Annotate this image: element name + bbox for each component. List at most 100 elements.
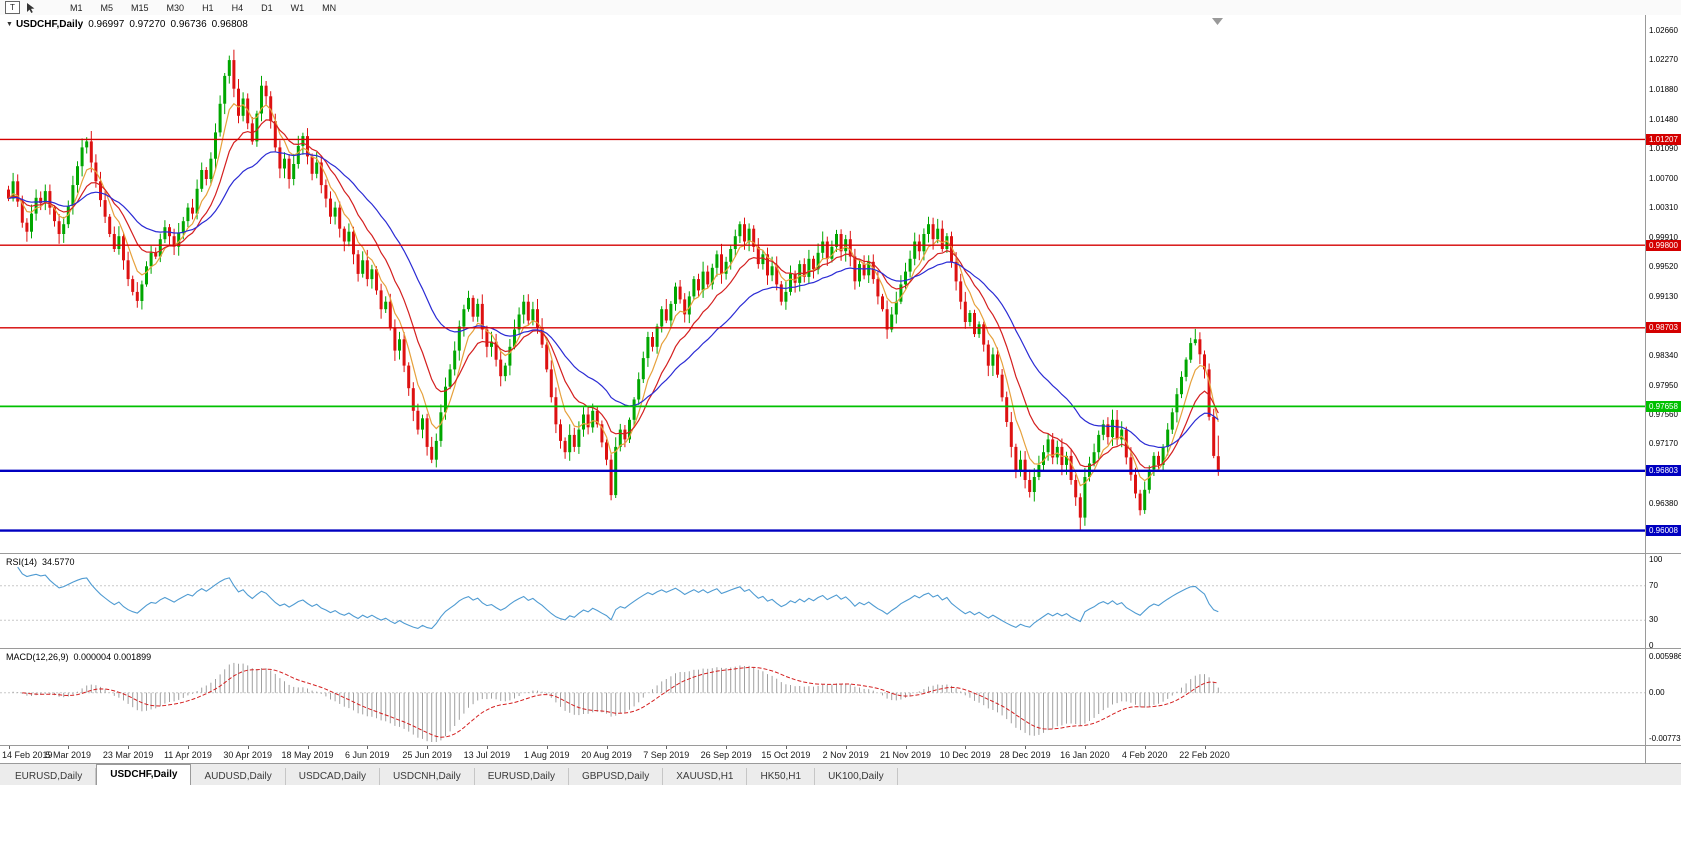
date-tick-label: 14 Feb 2019	[2, 750, 53, 760]
chart-tab-usdcnh-daily[interactable]: USDCNH,Daily	[380, 768, 475, 785]
date-tick-mark	[785, 746, 787, 749]
pointer-tool-button[interactable]	[25, 2, 37, 14]
price-tick-label: 0.97560	[1649, 409, 1678, 419]
date-tick-mark	[128, 746, 130, 749]
date-tick-mark	[965, 746, 967, 749]
chart-tab-uk100-daily[interactable]: UK100,Daily	[815, 768, 898, 785]
rsi-indicator-label: RSI(14) 34.5770	[6, 557, 75, 567]
chart-shift-marker[interactable]	[1212, 18, 1223, 25]
chart-tab-usdcad-daily[interactable]: USDCAD,Daily	[286, 768, 380, 785]
date-tick-mark	[1025, 746, 1027, 749]
date-tick-mark	[486, 746, 488, 749]
chart-tab-gbpusd-daily[interactable]: GBPUSD,Daily	[569, 768, 664, 785]
moving-average-30-line	[8, 151, 1219, 448]
date-tick-label: 16 Jan 2020	[1060, 750, 1110, 760]
date-tick-mark	[666, 746, 668, 749]
price-tick-label: 0.96380	[1649, 498, 1678, 508]
level-price-label: 0.97658	[1646, 400, 1681, 412]
macd-scale-zero-label: 0.00	[1649, 687, 1665, 697]
date-tick-label: 13 Jul 2019	[463, 750, 511, 760]
rsi-line	[17, 566, 1219, 630]
pane-separator	[1646, 553, 1681, 554]
chart-tab-hk50-h1[interactable]: HK50,H1	[747, 768, 816, 785]
date-tick-label: 20 Aug 2019	[581, 750, 632, 760]
timeframe-button-H4[interactable]: H4	[231, 2, 244, 13]
chart-tab-eurusd-daily[interactable]: EURUSD,Daily	[2, 768, 97, 785]
price-tick-label: 1.01480	[1649, 114, 1678, 124]
price-scale[interactable]: 1.02660 1.02270 1.01880 1.01480 1.01090 1.007…	[1645, 15, 1681, 763]
chart-tab-audusd-daily[interactable]: AUDUSD,Daily	[191, 768, 286, 785]
macd-pane[interactable]: MACD(12,26,9) 0.000004 0.001899	[0, 648, 1645, 746]
date-tick-mark	[367, 746, 369, 749]
macd-chart-canvas[interactable]	[0, 649, 1645, 745]
chart-expand-arrow-icon[interactable]: ▼	[6, 21, 13, 28]
price-tick-label: 0.97950	[1649, 380, 1678, 390]
moving-average-13-line	[8, 119, 1219, 469]
macd-signal-line	[22, 666, 1219, 738]
chart-close-value: 0.96808	[211, 19, 248, 30]
chart-low-value: 0.96736	[170, 19, 207, 30]
date-tick-mark	[427, 746, 429, 749]
price-tick-label: 1.02270	[1649, 55, 1678, 65]
price-tick-label: 1.01090	[1649, 144, 1678, 154]
price-tick-label: 0.97170	[1649, 439, 1678, 449]
timeframe-button-M1[interactable]: M1	[70, 2, 83, 13]
date-tick-mark	[68, 746, 70, 749]
macd-histogram	[12, 662, 1219, 742]
templates-button[interactable]: T	[5, 1, 20, 14]
macd-scale-max-label: 0.005986	[1649, 652, 1681, 661]
chart-open-value: 0.96997	[88, 19, 125, 30]
chart-symbol-period: USDCHF,Daily	[15, 19, 84, 30]
level-price-label: 1.01207	[1646, 133, 1681, 145]
macd-scale-min-label: -0.00773	[1649, 734, 1681, 743]
pane-separator	[1646, 648, 1681, 649]
rsi-scale-label: 100	[1649, 555, 1663, 564]
date-tick-mark	[8, 746, 10, 749]
main-chart-pane[interactable]: ▼ USDCHF,Daily 0.96997 0.97270 0.96736 0.9680…	[0, 15, 1645, 553]
date-tick-mark	[187, 746, 189, 749]
timeframe-button-W1[interactable]: W1	[290, 2, 305, 13]
timeframe-button-H1[interactable]: H1	[202, 2, 214, 13]
date-axis[interactable]: 14 Feb 2019 5 Mar 2019 23 Mar 2019 11 Apr 2…	[0, 745, 1645, 764]
timeframe-bar: M1 M5 M15 M30 H1 H4 D1 W1 MN	[61, 3, 345, 13]
timeframe-button-M5[interactable]: M5	[100, 2, 114, 13]
date-tick-mark	[1084, 746, 1086, 749]
date-tick-label: 15 Oct 2019	[761, 750, 811, 760]
date-tick-label: 7 Sep 2019	[643, 750, 690, 760]
date-tick-label: 26 Sep 2019	[700, 750, 752, 760]
price-chart-canvas[interactable]	[0, 15, 1645, 553]
rsi-value: 34.5770	[42, 557, 75, 567]
chart-tab-eurusd-daily[interactable]: EURUSD,Daily	[475, 768, 569, 785]
timeframe-button-D1[interactable]: D1	[261, 2, 273, 13]
timeframe-button-M30[interactable]: M30	[166, 2, 185, 13]
date-tick-mark	[1144, 746, 1146, 749]
pointer-arrow-icon	[27, 2, 35, 13]
date-tick-label: 30 Apr 2019	[223, 750, 272, 760]
price-tick-label: 0.99520	[1649, 262, 1678, 272]
timeframe-button-M15[interactable]: M15	[131, 2, 149, 13]
timeframe-button-MN[interactable]: MN	[322, 2, 337, 13]
date-tick-label: 22 Feb 2020	[1179, 750, 1230, 760]
rsi-chart-canvas[interactable]	[0, 554, 1645, 648]
date-tick-label: 21 Nov 2019	[879, 750, 932, 760]
date-tick-label: 25 Jun 2019	[402, 750, 452, 760]
macd-values: 0.000004 0.001899	[73, 652, 152, 662]
top-toolbar: T M1 M5 M15 M30 H1 H4 D1 W1 MN	[0, 0, 1681, 16]
date-tick-label: 6 Jun 2019	[345, 750, 390, 760]
level-price-label: 0.96008	[1646, 525, 1681, 537]
chart-tabs-bar: EURUSD,Daily USDCHF,Daily AUDUSD,Daily USDC…	[0, 763, 1681, 785]
price-tick-label: 0.98340	[1649, 351, 1678, 361]
date-tick-mark	[1204, 746, 1206, 749]
price-tick-label: 1.00700	[1649, 173, 1678, 183]
pane-separator	[1646, 745, 1681, 746]
chart-tab-usdchf-daily[interactable]: USDCHF,Daily	[96, 764, 192, 785]
date-tick-mark	[307, 746, 309, 749]
date-tick-mark	[905, 746, 907, 749]
chart-title: ▼ USDCHF,Daily 0.96997 0.97270 0.96736 0.9680…	[6, 19, 248, 30]
chart-tab-xauusd-h1[interactable]: XAUUSD,H1	[663, 768, 748, 785]
rsi-scale-label: 70	[1649, 580, 1658, 590]
rsi-name: RSI(14)	[6, 557, 38, 567]
date-tick-mark	[726, 746, 728, 749]
rsi-pane[interactable]: RSI(14) 34.5770	[0, 553, 1645, 649]
